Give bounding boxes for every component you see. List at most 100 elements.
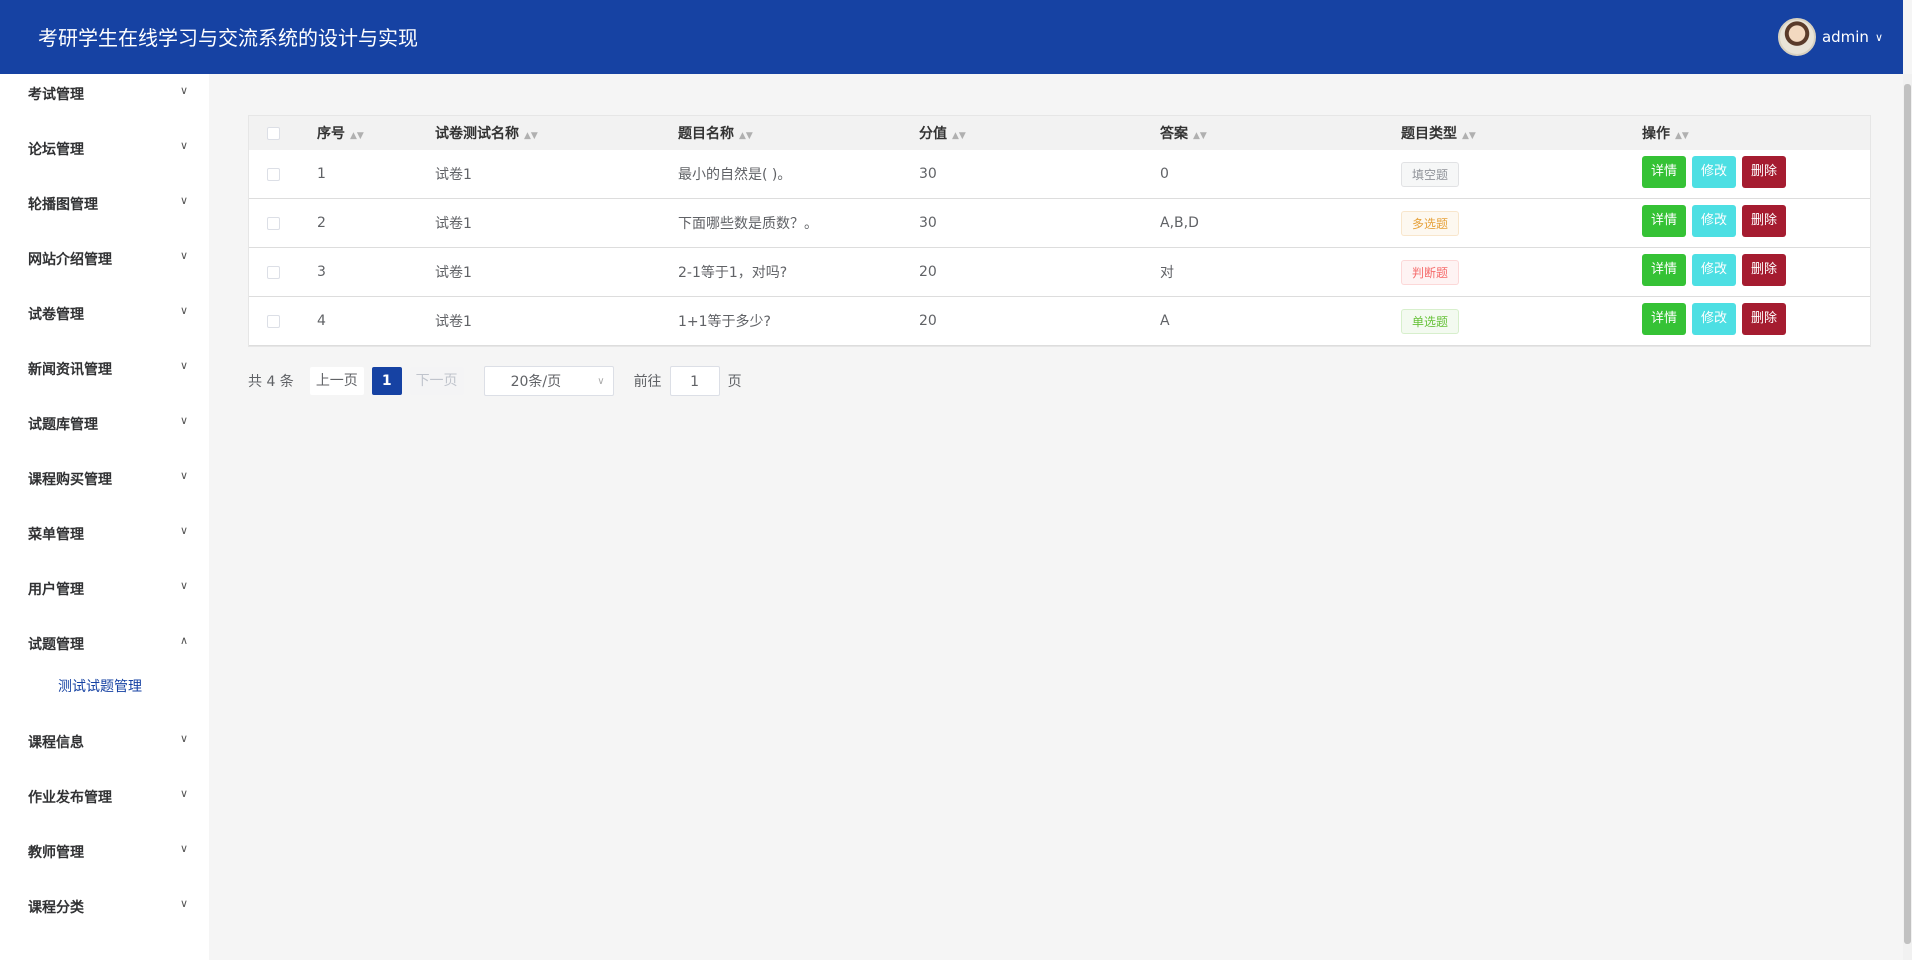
- cell-paper: 试卷1: [435, 167, 472, 183]
- sidebar-item-label: 轮播图管理: [28, 197, 98, 213]
- sidebar-item[interactable]: 考试管理 ∨: [28, 84, 188, 104]
- table-row: 1 试卷1 最小的自然是( )。 30 0 填空题 详情 修改 删除: [249, 150, 1870, 199]
- scrollbar[interactable]: [1903, 74, 1912, 960]
- sort-icon[interactable]: ▲▼: [739, 131, 753, 141]
- delete-button[interactable]: 删除: [1742, 156, 1786, 188]
- sidebar-item[interactable]: 用户管理 ∨: [28, 579, 188, 599]
- chevron-down-icon: ∨: [179, 414, 188, 427]
- chevron-down-icon: ∨: [179, 842, 188, 855]
- edit-button[interactable]: 修改: [1692, 303, 1736, 335]
- sidebar-subitem-test-questions[interactable]: 测试试题管理: [58, 679, 142, 695]
- cell-no: 3: [317, 264, 326, 280]
- sidebar-item-label: 考试管理: [28, 87, 84, 103]
- cell-answer: 对: [1160, 265, 1174, 281]
- column-header[interactable]: 操作 ▲▼: [1642, 123, 1689, 143]
- sidebar-item-label: 教师管理: [28, 845, 84, 861]
- delete-button[interactable]: 删除: [1742, 205, 1786, 237]
- row-checkbox[interactable]: [267, 216, 280, 230]
- sidebar-item[interactable]: 课程信息 ∨: [28, 732, 188, 752]
- edit-button[interactable]: 修改: [1692, 156, 1736, 188]
- table-row: 2 试卷1 下面哪些数是质数？。 30 A,B,D 多选题 详情 修改 删除: [249, 199, 1870, 248]
- column-header[interactable]: 题目名称 ▲▼: [678, 123, 753, 143]
- next-page-button[interactable]: 下一页: [409, 367, 464, 395]
- detail-button[interactable]: 详情: [1642, 156, 1686, 188]
- chevron-down-icon: ∨: [179, 249, 188, 262]
- sidebar-item[interactable]: 菜单管理 ∨: [28, 524, 188, 544]
- sort-icon[interactable]: ▲▼: [952, 131, 966, 141]
- scrollbar-thumb[interactable]: [1904, 84, 1911, 944]
- column-header[interactable]: 试卷测试名称 ▲▼: [435, 123, 538, 143]
- cell-answer: 0: [1160, 166, 1169, 182]
- cell-score: 30: [919, 215, 937, 231]
- cell-paper: 试卷1: [435, 265, 472, 281]
- column-header-label: 分值: [919, 126, 947, 142]
- page-1-button[interactable]: 1: [371, 367, 402, 395]
- page-size-select[interactable]: 20条/页 ∨: [483, 366, 614, 396]
- sort-icon[interactable]: ▲▼: [1462, 131, 1476, 141]
- cell-question: 最小的自然是( )。: [678, 167, 792, 183]
- chevron-down-icon: ∨: [1874, 30, 1883, 44]
- page-size-value: 20条/页: [510, 374, 562, 390]
- sidebar-item-label: 课程信息: [28, 735, 84, 751]
- prev-page-button[interactable]: 上一页: [309, 367, 364, 395]
- sort-icon[interactable]: ▲▼: [524, 131, 538, 141]
- sidebar-item-label: 用户管理: [28, 582, 84, 598]
- sidebar-item[interactable]: 教师管理 ∨: [28, 842, 188, 862]
- sort-icon[interactable]: ▲▼: [350, 131, 364, 141]
- chevron-down-icon: ∨: [597, 376, 605, 387]
- row-checkbox[interactable]: [267, 265, 280, 279]
- sidebar-item[interactable]: 新闻资讯管理 ∨: [28, 359, 188, 379]
- column-header[interactable]: 分值 ▲▼: [919, 123, 966, 143]
- sidebar-item-label: 作业发布管理: [28, 790, 112, 806]
- cell-question: 下面哪些数是质数？。: [678, 216, 818, 232]
- chevron-down-icon: ∨: [179, 469, 188, 482]
- sort-icon[interactable]: ▲▼: [1675, 131, 1689, 141]
- table-row: 4 试卷1 1+1等于多少? 20 A 单选题 详情 修改 删除: [249, 297, 1870, 346]
- delete-button[interactable]: 删除: [1742, 303, 1786, 335]
- row-checkbox[interactable]: [267, 167, 280, 181]
- sidebar-item[interactable]: 作业发布管理 ∨: [28, 787, 188, 807]
- edit-button[interactable]: 修改: [1692, 205, 1736, 237]
- column-header-label: 试卷测试名称: [435, 126, 519, 142]
- sidebar-item[interactable]: 网站介绍管理 ∨: [28, 249, 188, 269]
- sidebar-item[interactable]: 轮播图管理 ∨: [28, 194, 188, 214]
- sidebar-item[interactable]: 课程购买管理 ∨: [28, 469, 188, 489]
- cell-paper: 试卷1: [435, 314, 472, 330]
- goto-page-input[interactable]: 1: [669, 366, 720, 396]
- sidebar-item-label: 课程分类: [28, 900, 84, 916]
- chevron-down-icon: ∨: [179, 84, 188, 97]
- chevron-down-icon: ∨: [179, 524, 188, 537]
- column-header-label: 操作: [1642, 126, 1670, 142]
- cell-no: 2: [317, 215, 326, 231]
- sidebar-item[interactable]: 论坛管理 ∨: [28, 139, 188, 159]
- cell-score: 30: [919, 166, 937, 182]
- total-count: 共 4 条: [248, 374, 294, 390]
- sidebar-item[interactable]: 试卷管理 ∨: [28, 304, 188, 324]
- cell-paper: 试卷1: [435, 216, 472, 232]
- sort-icon[interactable]: ▲▼: [1193, 131, 1207, 141]
- edit-button[interactable]: 修改: [1692, 254, 1736, 286]
- column-header[interactable]: 序号 ▲▼: [317, 123, 364, 143]
- sidebar-item-label: 论坛管理: [28, 142, 84, 158]
- chevron-down-icon: ∨: [179, 359, 188, 372]
- sidebar-item[interactable]: 试题管理 ∧: [28, 634, 188, 654]
- cell-no: 1: [317, 166, 326, 182]
- column-header[interactable]: 答案 ▲▼: [1160, 123, 1207, 143]
- table-row: 3 试卷1 2-1等于1，对吗? 20 对 判断题 详情 修改 删除: [249, 248, 1870, 297]
- column-header-label: 序号: [317, 126, 345, 142]
- sidebar-item[interactable]: 试题库管理 ∨: [28, 414, 188, 434]
- row-checkbox[interactable]: [267, 314, 280, 328]
- column-header-label: 题目名称: [678, 126, 734, 142]
- chevron-down-icon: ∨: [179, 139, 188, 152]
- sidebar-item-label: 试题库管理: [28, 417, 98, 433]
- column-header[interactable]: 题目类型 ▲▼: [1401, 123, 1476, 143]
- detail-button[interactable]: 详情: [1642, 254, 1686, 286]
- detail-button[interactable]: 详情: [1642, 205, 1686, 237]
- delete-button[interactable]: 删除: [1742, 254, 1786, 286]
- sidebar-item[interactable]: 课程分类 ∨: [28, 897, 188, 917]
- select-all-checkbox[interactable]: [267, 126, 280, 140]
- chevron-up-icon: ∧: [179, 634, 188, 647]
- user-menu[interactable]: admin ∨: [1777, 18, 1883, 56]
- cell-no: 4: [317, 313, 326, 329]
- detail-button[interactable]: 详情: [1642, 303, 1686, 335]
